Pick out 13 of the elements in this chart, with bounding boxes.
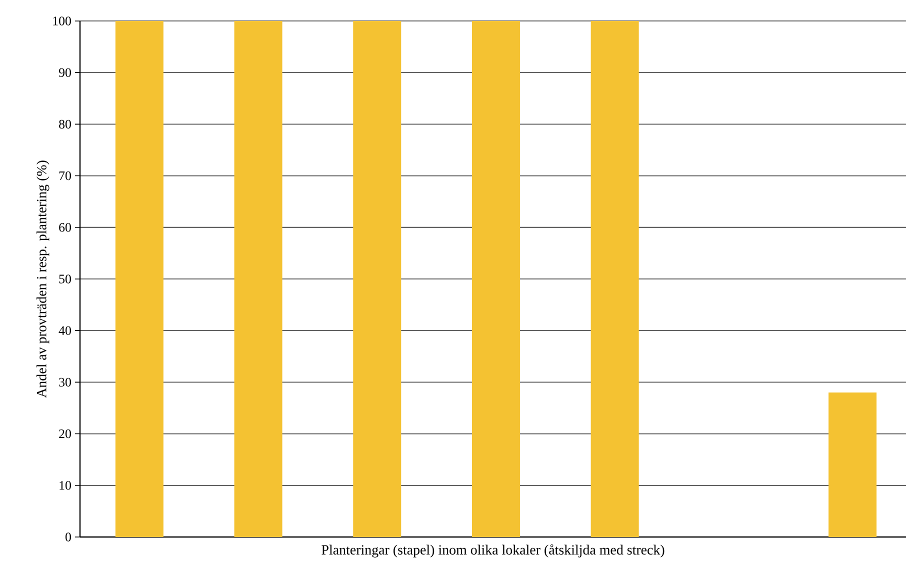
y-tick-label: 0 (66, 532, 71, 542)
y-tick-label: 70 (59, 171, 71, 180)
y-tick-label: 90 (58, 68, 71, 77)
y-axis-title: Andel av provträden i resp. plantering (%) (36, 160, 50, 398)
y-tick-label: 60 (59, 223, 71, 232)
y-tick-label: 40 (58, 326, 71, 335)
y-tick-label: 80 (59, 120, 71, 129)
x-axis-title: Planteringar (stapel) inom olika lokaler (åtskiljda med streck) (322, 544, 664, 558)
y-tick-label: 20 (59, 429, 71, 438)
y-tick-label: 50 (59, 274, 71, 284)
y-tick-label: 30 (59, 378, 71, 387)
y-tick-label: 10 (60, 481, 71, 490)
y-tick-label: 100 (53, 16, 71, 26)
